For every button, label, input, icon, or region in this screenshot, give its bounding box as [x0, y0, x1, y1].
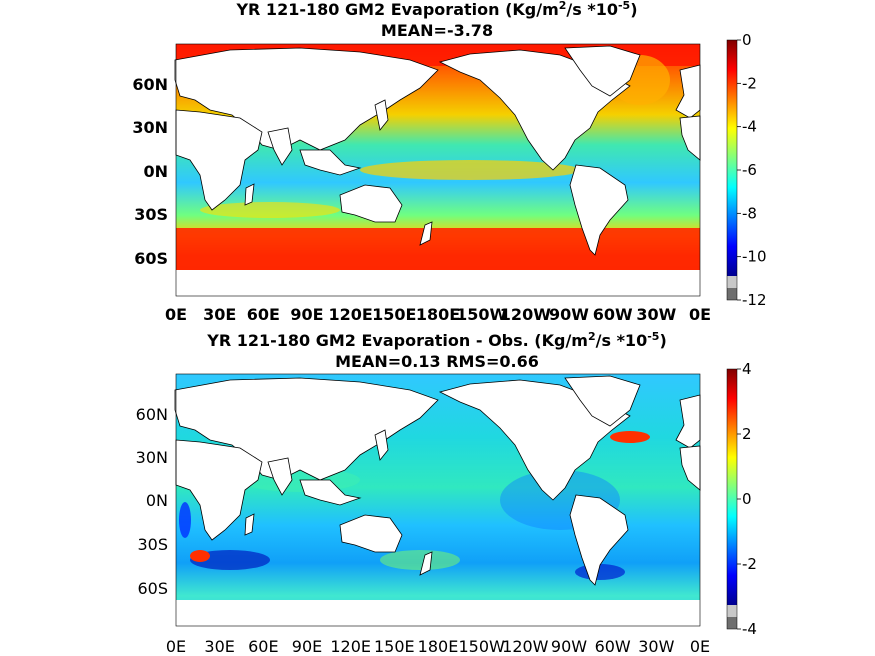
x-tick-label: 0E: [690, 637, 710, 656]
colorbar-tick-label: -2: [742, 74, 757, 92]
panel-1: YR 121-180 GM2 Evaporation (Kg/m2/s *10-…: [132, 0, 766, 324]
y-tick-label: 30S: [134, 205, 168, 224]
x-tick-label: 30W: [636, 305, 676, 324]
y-tick-label: 30N: [136, 448, 168, 467]
x-tick-label: 0E: [166, 637, 186, 656]
chart-1-title: YR 121-180 GM2 Evaporation (Kg/m2/s *10-…: [235, 0, 637, 19]
y-tick-label: 0N: [143, 162, 168, 181]
colorbar-tick-label: -10: [742, 248, 767, 266]
x-tick-label: 60E: [247, 305, 280, 324]
x-tick-label: 150E: [372, 305, 416, 324]
y-tick-label: 30S: [137, 535, 168, 554]
y-tick-label: 60N: [136, 405, 168, 424]
x-tick-label: 150W: [458, 637, 505, 656]
x-tick-label: 90E: [290, 305, 323, 324]
y-tick-label: 30N: [132, 118, 168, 137]
colorbar-tick-label: 0: [742, 490, 752, 508]
x-tick-label: 180E: [418, 637, 459, 656]
x-tick-label: 60W: [595, 637, 631, 656]
panel-2: YR 121-180 GM2 Evaporation - Obs. (Kg/m2…: [136, 330, 757, 656]
chart-1-colorbar: 0 -2 -4 -6 -8 -10 -12: [726, 31, 767, 309]
x-tick-label: 90W: [549, 305, 589, 324]
y-tick-label: 60S: [137, 579, 168, 598]
x-tick-label: 90W: [551, 637, 587, 656]
colorbar-tick-label: 0: [742, 31, 752, 49]
chart-1-colorbar-gradient: [727, 40, 737, 276]
y-tick-label: 60S: [134, 249, 168, 268]
colorbar-tick-label: -2: [742, 555, 757, 573]
x-tick-label: 0E: [689, 305, 711, 324]
chart-1-yticks: 60N 30N 0N 30S 60S: [132, 75, 168, 268]
colorbar-tick-label: -4: [742, 620, 757, 638]
chart-1-subtitle: MEAN=-3.78: [381, 21, 493, 40]
x-tick-label: 120E: [330, 637, 371, 656]
chart-2-colorbar-gradient: [727, 369, 737, 605]
colorbar-tick-label: -8: [742, 204, 757, 222]
x-tick-label: 180E: [416, 305, 460, 324]
x-tick-label: 120E: [329, 305, 373, 324]
colorbar-tick-label: -4: [742, 118, 757, 136]
x-tick-label: 30W: [638, 637, 674, 656]
x-tick-label: 120W: [502, 637, 549, 656]
y-tick-label: 60N: [132, 75, 168, 94]
x-tick-label: 120W: [500, 305, 551, 324]
y-tick-label: 0N: [146, 491, 168, 510]
x-tick-label: 150W: [456, 305, 507, 324]
x-tick-label: 150E: [374, 637, 415, 656]
x-tick-label: 0E: [165, 305, 187, 324]
chart-1-frame: [175, 43, 701, 297]
colorbar-tick-label: 2: [742, 425, 752, 443]
colorbar-tick-label: -12: [742, 291, 767, 309]
chart-2-frame: [175, 373, 701, 627]
colorbar-tick-label: 4: [742, 360, 752, 378]
chart-1-map: [174, 43, 701, 297]
x-tick-label: 60W: [593, 305, 633, 324]
x-tick-label: 30E: [204, 637, 234, 656]
x-tick-label: 90E: [292, 637, 322, 656]
chart-2-subtitle: MEAN=0.13 RMS=0.66: [335, 352, 539, 371]
chart-2-yticks: 60N 30N 0N 30S 60S: [136, 405, 168, 598]
chart-2-title: YR 121-180 GM2 Evaporation - Obs. (Kg/m2…: [206, 330, 667, 351]
x-tick-label: 30E: [203, 305, 236, 324]
chart-2-colorbar: 4 2 0 -2 -4: [726, 360, 757, 638]
chart-2-map: [174, 373, 701, 627]
x-tick-label: 60E: [248, 637, 278, 656]
colorbar-tick-label: -6: [742, 161, 757, 179]
